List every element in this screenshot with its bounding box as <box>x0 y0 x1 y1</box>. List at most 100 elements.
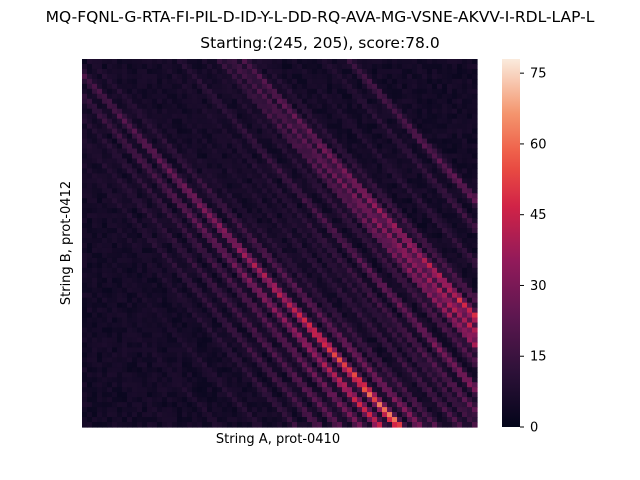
heatmap-cell <box>352 282 358 289</box>
heatmap-cell <box>372 143 378 150</box>
heatmap-cell <box>192 173 198 179</box>
heatmap-cell <box>157 367 163 373</box>
heatmap-cell <box>277 118 283 125</box>
heatmap-cell <box>292 277 298 284</box>
heatmap-cell <box>417 218 423 224</box>
heatmap-cell <box>402 98 408 105</box>
heatmap-cell <box>102 347 108 353</box>
heatmap-cell <box>392 322 398 329</box>
heatmap-cell <box>402 332 408 339</box>
heatmap-cell <box>142 193 148 199</box>
heatmap-cell <box>117 247 123 254</box>
heatmap-cell <box>357 223 363 229</box>
heatmap-cell <box>447 103 453 110</box>
heatmap-cell <box>397 98 403 105</box>
heatmap-cell <box>422 357 428 363</box>
heatmap-cell <box>472 213 478 219</box>
heatmap-cell <box>432 238 438 244</box>
heatmap-cell <box>177 198 183 204</box>
heatmap-cell <box>407 153 413 160</box>
heatmap-cell <box>252 228 258 234</box>
heatmap-cell <box>167 198 173 204</box>
heatmap-cell <box>367 347 373 353</box>
heatmap-cell <box>472 173 478 179</box>
heatmap-cell <box>402 292 408 299</box>
heatmap-cell <box>212 233 218 239</box>
heatmap-cell <box>327 163 333 169</box>
heatmap-cell <box>147 342 153 349</box>
heatmap-cell <box>452 362 458 368</box>
heatmap-cell <box>347 238 353 244</box>
heatmap-cell <box>342 257 348 264</box>
heatmap-cell <box>297 133 303 140</box>
heatmap-cell <box>172 93 178 100</box>
heatmap-cell <box>432 103 438 110</box>
heatmap-cell <box>202 78 208 85</box>
heatmap-cell <box>412 163 418 169</box>
heatmap-cell <box>142 68 148 75</box>
heatmap-cell <box>202 93 208 100</box>
heatmap-cell <box>157 173 163 179</box>
heatmap-cell <box>337 93 343 100</box>
heatmap-cell <box>382 352 388 358</box>
heatmap-cell <box>327 228 333 234</box>
heatmap-cell <box>177 302 183 309</box>
heatmap-cell <box>317 193 323 199</box>
heatmap-cell <box>227 332 233 339</box>
heatmap-cell <box>387 267 393 274</box>
heatmap-cell <box>442 322 448 329</box>
heatmap-cell <box>427 123 433 130</box>
heatmap-cell <box>157 203 163 209</box>
heatmap-cell <box>147 238 153 244</box>
heatmap-cell <box>417 307 423 314</box>
heatmap-cell <box>242 218 248 224</box>
heatmap-cell <box>217 223 223 229</box>
heatmap-cell <box>207 282 213 289</box>
heatmap-cell <box>302 63 308 70</box>
heatmap-cell <box>132 267 138 274</box>
heatmap-cell <box>157 238 163 244</box>
heatmap-cell <box>257 113 263 120</box>
heatmap-cell <box>292 327 298 334</box>
heatmap-cell <box>262 257 268 264</box>
heatmap-cell <box>447 272 453 279</box>
heatmap-cell <box>237 292 243 299</box>
heatmap-cell <box>132 118 138 125</box>
heatmap-cell <box>97 372 103 378</box>
heatmap-cell <box>372 208 378 214</box>
heatmap-cell <box>432 272 438 279</box>
heatmap-cell <box>97 188 103 194</box>
heatmap-cell <box>102 113 108 120</box>
heatmap-cell <box>472 223 478 229</box>
heatmap-cell <box>177 193 183 199</box>
heatmap-cell <box>307 123 313 130</box>
heatmap-cell <box>377 347 383 353</box>
heatmap-cell <box>272 188 278 194</box>
heatmap-cell <box>97 148 103 155</box>
heatmap-cell <box>302 143 308 150</box>
heatmap-cell <box>457 292 463 299</box>
heatmap-cell <box>412 108 418 115</box>
heatmap-cell <box>192 292 198 299</box>
heatmap-cell <box>147 252 153 259</box>
heatmap-cell <box>432 252 438 259</box>
heatmap-cell <box>392 163 398 169</box>
heatmap-cell <box>97 218 103 224</box>
heatmap-cell <box>102 108 108 115</box>
heatmap-cell <box>392 282 398 289</box>
heatmap-cell <box>282 83 288 90</box>
heatmap-cell <box>457 108 463 115</box>
heatmap-cell <box>227 153 233 160</box>
heatmap-cell <box>332 108 338 115</box>
heatmap-cell <box>382 223 388 229</box>
heatmap-cell <box>237 233 243 239</box>
heatmap-cell <box>222 73 228 80</box>
heatmap-cell <box>447 98 453 105</box>
heatmap-cell <box>112 103 118 110</box>
heatmap-cell <box>112 203 118 209</box>
heatmap-cell <box>112 198 118 204</box>
heatmap-cell <box>112 312 118 319</box>
heatmap-cell <box>377 198 383 204</box>
heatmap-cell <box>92 143 98 150</box>
heatmap-cell <box>377 223 383 229</box>
